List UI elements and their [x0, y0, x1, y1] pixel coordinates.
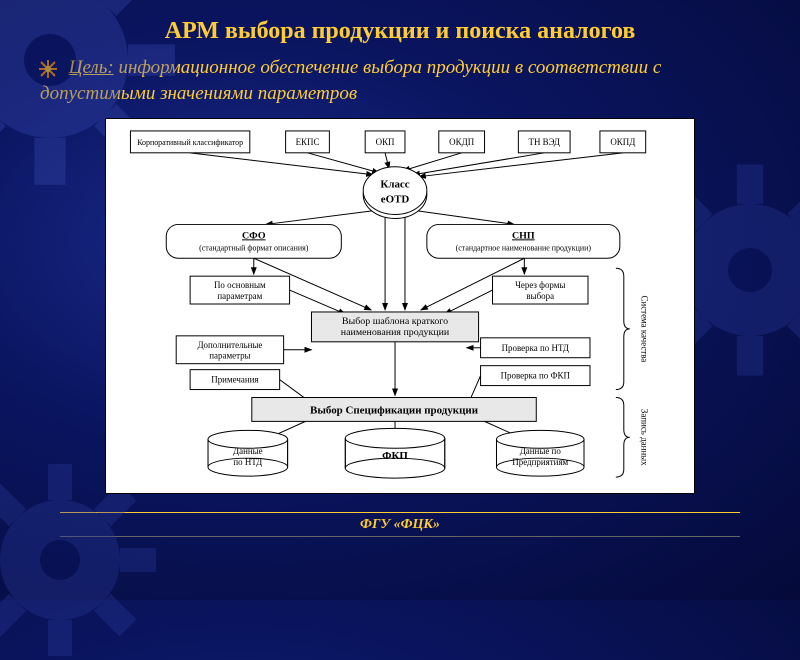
svg-text:СНП: СНП: [512, 231, 535, 242]
diagram: Корпоративный классификатор ЕКПС ОКП ОКДП ТН…: [105, 118, 695, 494]
svg-text:Проверка по НТД: Проверка по НТД: [502, 343, 569, 353]
svg-text:выбора: выбора: [526, 291, 554, 301]
svg-text:по НТД: по НТД: [233, 457, 262, 467]
svg-text:ОКДП: ОКДП: [449, 137, 475, 147]
svg-text:Запись данных: Запись данных: [640, 409, 650, 466]
svg-text:параметрам: параметрам: [217, 291, 262, 301]
svg-text:Система качества: Система качества: [640, 296, 650, 363]
svg-text:Выбор Спецификации продукции: Выбор Спецификации продукции: [310, 405, 479, 417]
svg-text:ТН ВЭД: ТН ВЭД: [529, 137, 560, 147]
svg-text:СФО: СФО: [242, 231, 266, 242]
svg-text:Предприятиям: Предприятиям: [512, 457, 568, 467]
footer-rule: [60, 512, 740, 513]
svg-text:eOTD: eOTD: [381, 194, 410, 206]
svg-text:параметры: параметры: [209, 351, 250, 361]
svg-text:(стандартный формат описания): (стандартный формат описания): [199, 244, 309, 253]
svg-text:Данные: Данные: [233, 446, 263, 456]
svg-text:ОКП: ОКП: [376, 137, 395, 147]
svg-text:наименования продукции: наименования продукции: [341, 327, 450, 338]
svg-text:Данные по: Данные по: [520, 446, 562, 456]
svg-text:Проверка по ФКП: Проверка по ФКП: [501, 371, 571, 381]
svg-text:ЕКПС: ЕКПС: [296, 137, 320, 147]
svg-text:Дополнительные: Дополнительные: [197, 340, 262, 350]
svg-text:Выбор шаблона краткого: Выбор шаблона краткого: [342, 316, 448, 327]
svg-text:Корпоративный классификатор: Корпоративный классификатор: [137, 138, 243, 147]
svg-text:ФКП: ФКП: [382, 450, 408, 462]
svg-text:ОКПД: ОКПД: [610, 137, 635, 147]
svg-text:Примечания: Примечания: [211, 375, 258, 385]
footer: ФГУ «ФЦК»: [60, 515, 740, 537]
svg-text:Через формы: Через формы: [515, 280, 565, 290]
svg-text:(стандартное наименование прод: (стандартное наименование продукции): [456, 244, 592, 253]
svg-text:Класс: Класс: [380, 179, 409, 191]
svg-text:По основным: По основным: [214, 280, 266, 290]
